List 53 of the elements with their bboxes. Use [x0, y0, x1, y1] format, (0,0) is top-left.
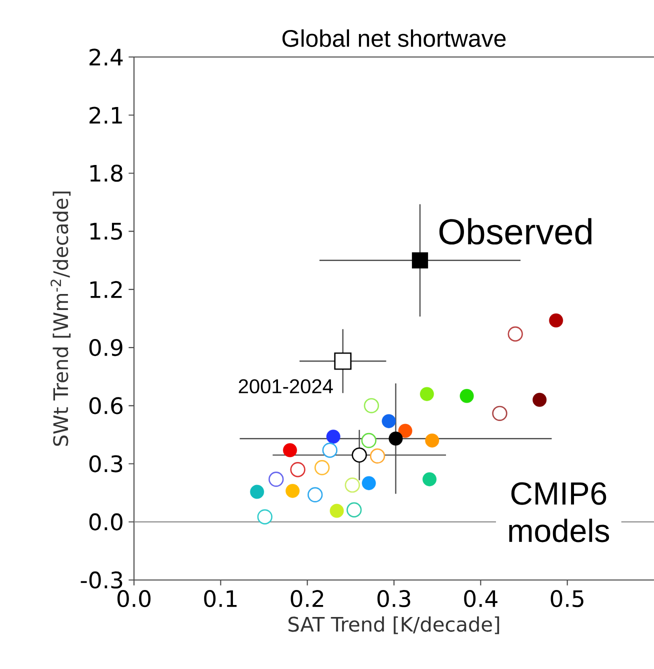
y-tick-label: 2.1 [90, 106, 122, 124]
point [460, 388, 474, 403]
point [425, 434, 440, 448]
chart-title: Global net shortwave [282, 29, 506, 47]
point [322, 442, 338, 458]
point [361, 432, 376, 448]
point [388, 432, 403, 446]
point [412, 252, 428, 268]
point [370, 448, 386, 464]
point [549, 313, 564, 328]
y-tick-label: 1.2 [90, 281, 122, 298]
y-tick-label: 2.4 [90, 48, 123, 66]
point [508, 326, 523, 342]
point [257, 509, 272, 524]
point [382, 414, 396, 428]
y-tick-label: 0.3 [89, 455, 122, 472]
point [330, 504, 344, 518]
point [362, 476, 376, 490]
y-tick-label: 0.0 [89, 513, 122, 530]
y-tick-label: 0.6 [89, 397, 123, 414]
point [268, 472, 284, 487]
point [334, 352, 352, 370]
point [492, 406, 508, 422]
point [290, 462, 306, 478]
point [286, 484, 300, 498]
x-tick-label: 0.4 [464, 590, 498, 608]
x-axis-title: SAT Trend [K/decade] [288, 616, 500, 634]
point [344, 477, 360, 493]
annotation: CMIP6 models [509, 482, 610, 542]
point [352, 447, 367, 463]
y-tick-label: 0.9 [89, 338, 122, 356]
x-tick-label: 0.3 [377, 590, 410, 608]
x-tick-label: 0.1 [204, 590, 237, 608]
point [346, 502, 362, 518]
annotation: 2001-2024 [238, 379, 333, 394]
point [398, 424, 412, 438]
point [314, 460, 330, 476]
point [422, 472, 437, 486]
point [532, 392, 547, 407]
point [250, 484, 264, 499]
point [420, 387, 434, 402]
y-tick-label: 1.8 [90, 164, 122, 182]
point [308, 487, 323, 502]
y-axis-title: SWt Trend [Wm$^{-2}$/decade] [50, 192, 71, 446]
annotation: Observed [439, 218, 592, 245]
point [282, 443, 297, 458]
y-tick-label: -0.3 [80, 571, 122, 589]
x-tick-label: 0.0 [117, 590, 151, 608]
y-tick-label: 1.5 [90, 222, 122, 240]
point [326, 430, 340, 444]
x-tick-label: 0.5 [550, 590, 584, 608]
x-tick-label: 0.2 [290, 590, 324, 608]
point [364, 398, 380, 414]
